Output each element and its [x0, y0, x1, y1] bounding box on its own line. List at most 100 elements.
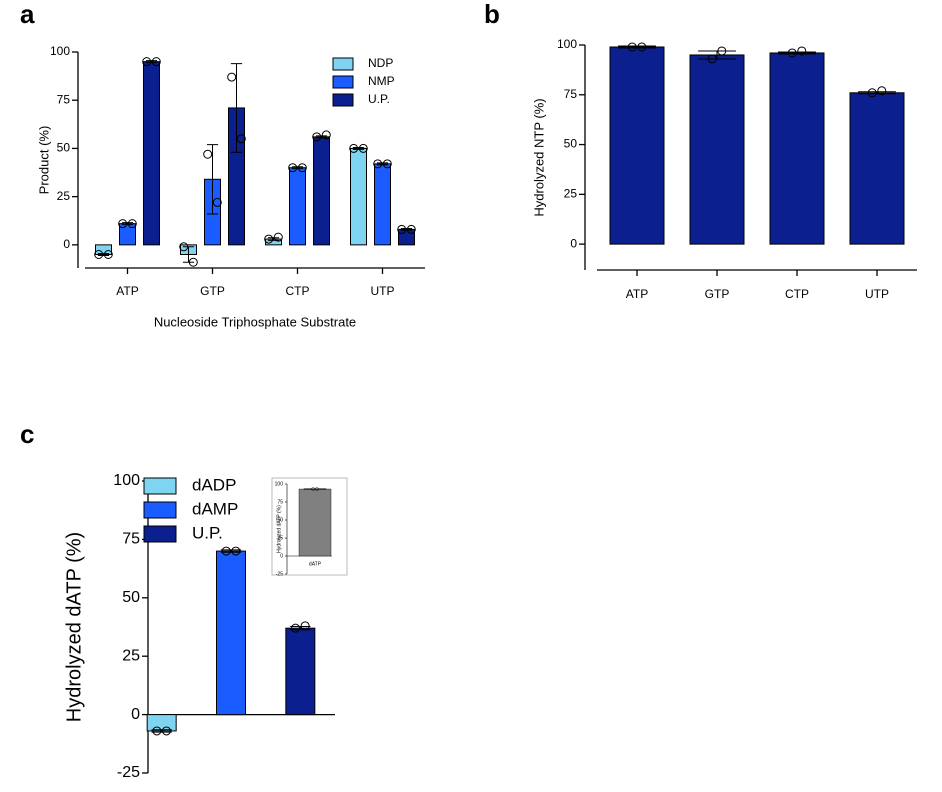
bar — [849, 92, 905, 245]
bar — [285, 627, 316, 716]
error-bar — [267, 237, 280, 241]
bar — [119, 223, 136, 246]
error-bar — [303, 488, 327, 490]
x-tick-label: ATP — [116, 284, 138, 298]
replicate-point — [142, 57, 152, 67]
replicate-point — [311, 487, 315, 491]
replicate-point — [406, 224, 416, 234]
x-tick-label: CTP — [286, 284, 310, 298]
replicate-point — [203, 149, 213, 159]
y-tick-label: 75 — [564, 87, 578, 101]
panel-label: b — [484, 0, 500, 29]
y-axis-label: Hydrolyzed dATP (%) — [276, 505, 282, 553]
y-tick-label: 100 — [113, 472, 140, 489]
error-bar — [121, 222, 134, 226]
bar — [298, 488, 332, 557]
bar — [769, 52, 825, 245]
legend-swatch — [143, 501, 177, 519]
x-tick-label: GTP — [200, 284, 225, 298]
y-tick-label: -25 — [276, 571, 283, 577]
y-tick-label: 0 — [131, 706, 140, 723]
y-tick-label: 75 — [277, 499, 283, 505]
x-axis-label: Nucleoside Triphosphate Substrate — [154, 314, 356, 329]
y-tick-label: 75 — [57, 92, 71, 106]
panel-label: a — [20, 0, 35, 29]
replicate-point — [717, 46, 727, 56]
bar — [313, 136, 330, 246]
replicate-point — [349, 143, 359, 153]
replicate-point — [297, 163, 307, 173]
error-bar — [145, 60, 158, 64]
y-tick-label: 0 — [63, 237, 70, 251]
replicate-point — [627, 42, 637, 52]
x-tick-label: UTP — [371, 284, 395, 298]
error-bar — [400, 227, 413, 231]
replicate-point — [373, 159, 383, 169]
replicate-point — [867, 88, 877, 98]
error-bar — [376, 162, 389, 166]
error-bar — [698, 50, 736, 60]
bar — [609, 46, 665, 245]
y-tick-label: 25 — [57, 189, 71, 203]
error-bar — [220, 549, 242, 553]
replicate-point — [221, 546, 231, 556]
panel-label: c — [20, 419, 34, 449]
y-tick-label: 50 — [277, 517, 283, 523]
y-tick-label: 75 — [122, 531, 140, 548]
replicate-point — [118, 219, 128, 229]
error-bar — [291, 166, 304, 170]
replicate-point — [707, 54, 717, 64]
legend-label: NMP — [368, 74, 395, 88]
replicate-point — [152, 726, 162, 736]
y-tick-label: 0 — [570, 236, 577, 250]
x-tick-label: ATP — [626, 287, 648, 301]
x-tick-label: UTP — [865, 287, 889, 301]
replicate-point — [312, 132, 322, 142]
error-bar — [315, 135, 328, 139]
replicate-point — [877, 86, 887, 96]
replicate-point — [264, 234, 274, 244]
bar — [374, 163, 391, 246]
bar — [146, 714, 177, 732]
error-bar — [778, 51, 816, 55]
replicate-point — [382, 159, 392, 169]
y-tick-label: 100 — [275, 481, 284, 487]
error-bar — [230, 63, 243, 153]
legend-swatch — [143, 525, 177, 543]
error-bar — [97, 253, 110, 256]
y-tick-label: 50 — [122, 589, 140, 606]
replicate-point — [637, 42, 647, 52]
y-tick-label: 100 — [557, 37, 577, 51]
y-axis-label: Product (%) — [36, 126, 51, 195]
replicate-point — [236, 134, 246, 144]
x-tick-label: dATP — [309, 561, 322, 567]
legend-label: dADP — [192, 475, 236, 494]
bar — [143, 61, 160, 246]
legend-swatch — [332, 93, 354, 107]
error-bar — [206, 144, 219, 215]
legend-swatch — [332, 57, 354, 71]
replicate-point — [797, 46, 807, 56]
x-tick-label: CTP — [785, 287, 809, 301]
replicate-point — [358, 143, 368, 153]
legend-label: NDP — [368, 56, 393, 70]
replicate-point — [787, 48, 797, 58]
error-bar — [182, 246, 195, 263]
replicate-point — [291, 623, 301, 633]
error-bar — [352, 146, 365, 150]
replicate-point — [321, 130, 331, 140]
replicate-point — [103, 250, 113, 259]
bar — [689, 54, 745, 245]
y-tick-label: 50 — [57, 141, 71, 155]
y-tick-label: 50 — [564, 137, 578, 151]
legend-label: U.P. — [368, 92, 390, 106]
replicate-point — [212, 197, 222, 207]
legend-label: dAMP — [192, 499, 238, 518]
replicate-point — [231, 546, 241, 556]
y-tick-label: 25 — [564, 187, 578, 201]
replicate-point — [179, 242, 189, 252]
legend-label: U.P. — [192, 523, 223, 542]
replicate-point — [127, 219, 137, 229]
replicate-point — [94, 250, 104, 259]
